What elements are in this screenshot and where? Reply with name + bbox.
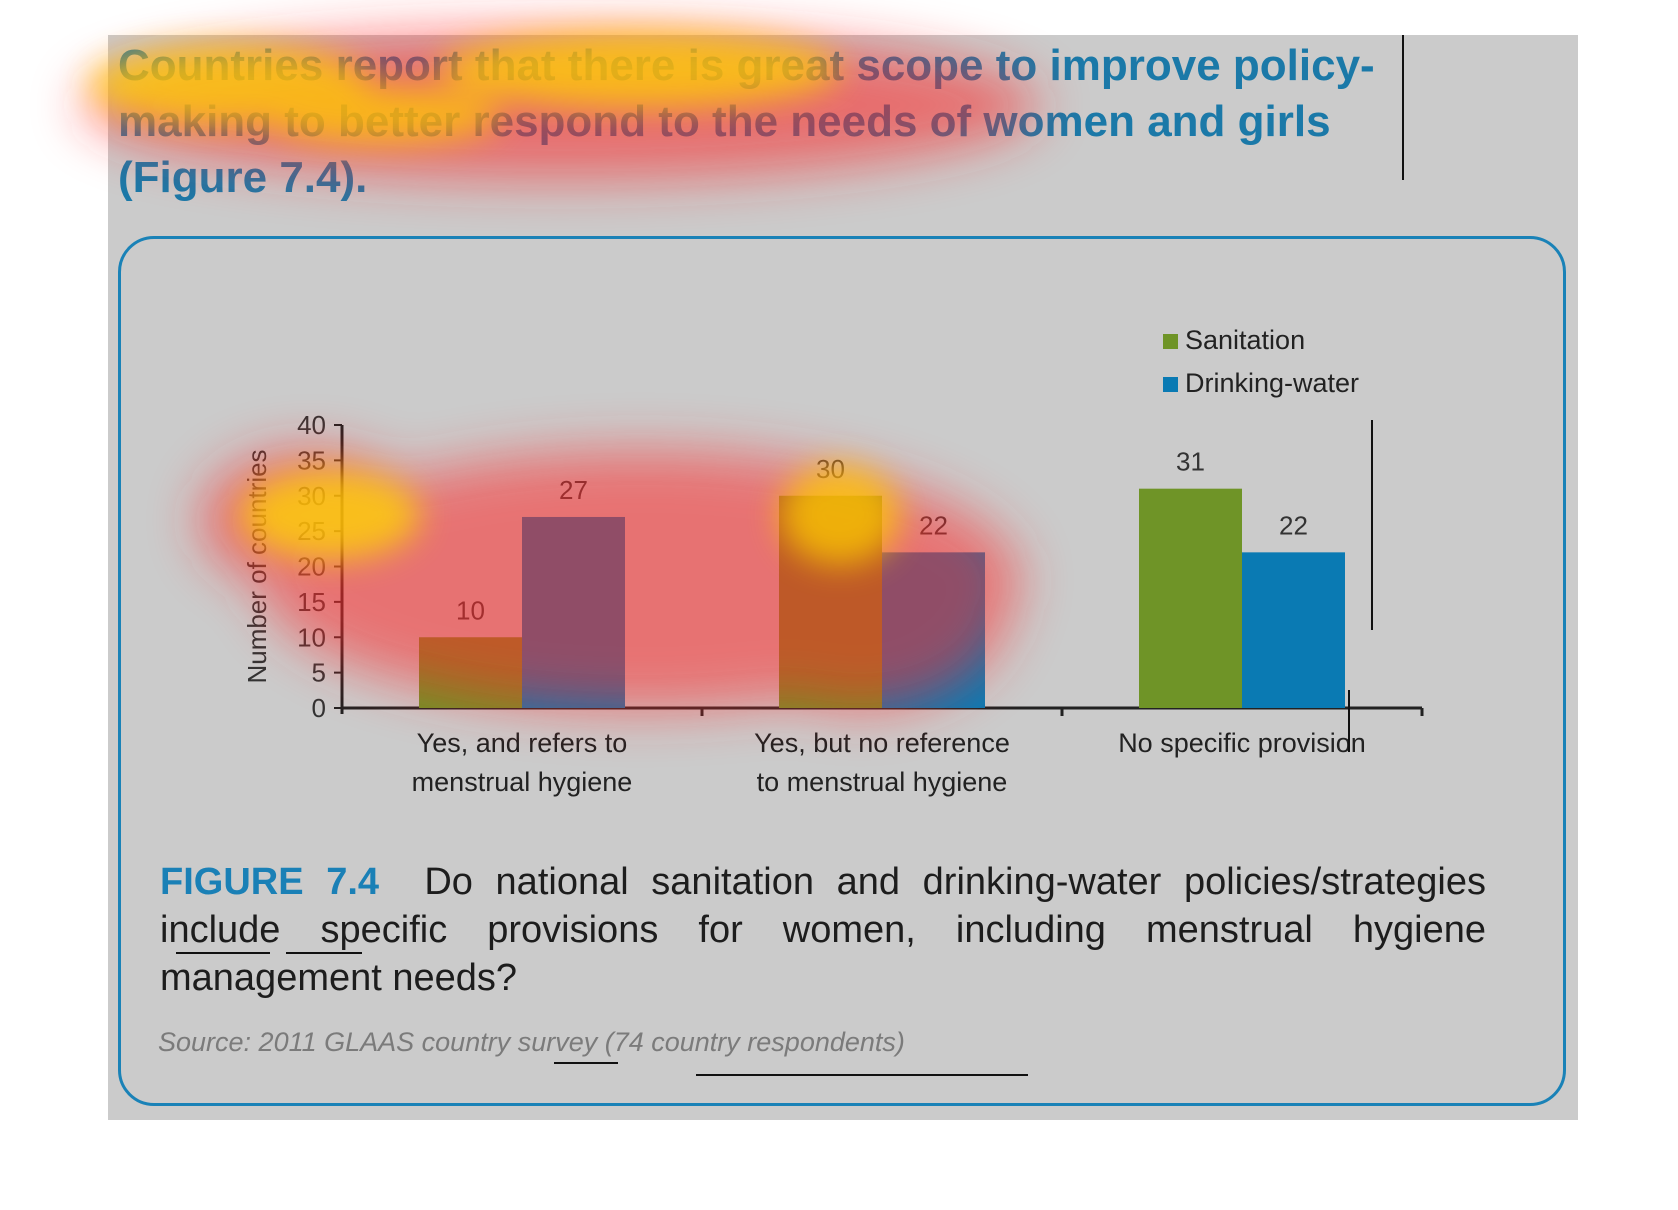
category-label: to menstrual hygiene: [757, 767, 1008, 797]
figure-label: FIGURE 7.4: [160, 861, 380, 903]
data-label: 22: [1279, 510, 1308, 540]
y-tick-label: 25: [297, 516, 326, 546]
plot-area: 0 5 10 15 20 25 30 35 40 Number of countries 10 27 Y…: [242, 325, 1424, 797]
annotation-mark: [1371, 420, 1373, 630]
category-label: No specific provision: [1118, 728, 1366, 758]
annotation-underline: [286, 952, 362, 954]
category-label: menstrual hygiene: [412, 767, 633, 797]
figure-source: Source: 2011 GLAAS country survey (74 co…: [158, 1027, 905, 1057]
bar-drinking-water: [522, 516, 625, 708]
legend-swatch-sanitation: [1163, 334, 1178, 349]
data-label: 31: [1176, 447, 1205, 477]
y-axis-label: Number of countries: [242, 449, 272, 683]
y-tick-label: 40: [297, 410, 326, 440]
category-label: Yes, but no reference: [754, 728, 1010, 758]
annotation-mark: [1348, 690, 1350, 752]
headline-vertical-rule: [1402, 35, 1404, 180]
y-tick-label: 10: [297, 622, 326, 652]
bar-drinking-water: [1242, 552, 1345, 708]
bar-drinking-water: [882, 552, 985, 708]
data-label: 22: [919, 510, 948, 540]
bar-sanitation: [1139, 488, 1242, 708]
legend-label: Sanitation: [1185, 325, 1305, 355]
bar-sanitation: [779, 495, 882, 708]
annotation-underline: [696, 1074, 1028, 1076]
legend-label: Drinking-water: [1185, 368, 1359, 398]
y-tick-label: 30: [297, 481, 326, 511]
figure-caption: FIGURE 7.4 Do national sanitation and dr…: [160, 858, 1486, 1002]
legend-swatch-drinking-water: [1163, 377, 1178, 392]
data-label: 30: [816, 454, 845, 484]
y-tick-label: 5: [312, 658, 326, 688]
annotation-underline: [554, 1062, 618, 1064]
data-label: 27: [559, 475, 588, 505]
bar-sanitation: [419, 637, 522, 708]
figure-caption-text: Do national sanitation and drinking-wate…: [160, 861, 1486, 999]
y-tick-label: 15: [297, 587, 326, 617]
data-label: 10: [456, 595, 485, 625]
figure-frame: [118, 236, 1566, 1106]
y-tick-label: 0: [312, 693, 326, 723]
category-label: Yes, and refers to: [417, 728, 628, 758]
y-tick-label: 35: [297, 445, 326, 475]
y-tick-label: 20: [297, 552, 326, 582]
annotation-underline: [176, 952, 270, 954]
